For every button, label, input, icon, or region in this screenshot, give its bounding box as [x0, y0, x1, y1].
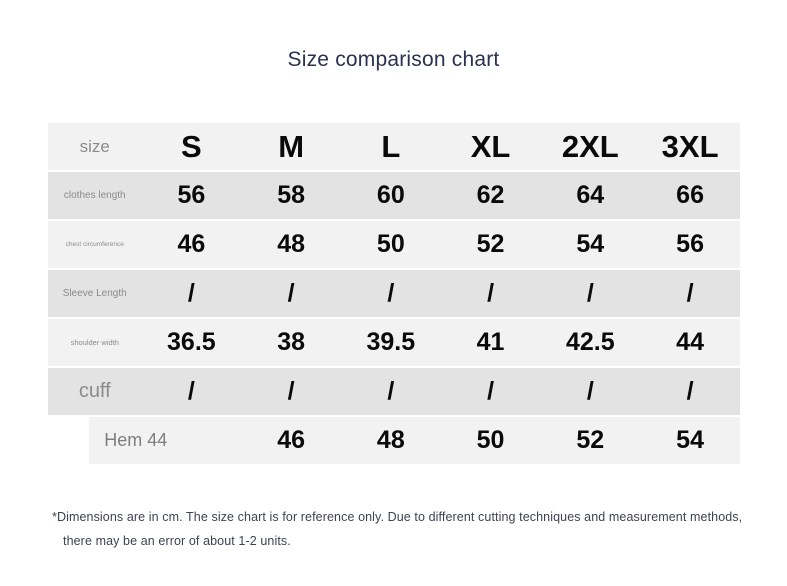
- row-label-clothes-length: clothes length: [63, 190, 126, 201]
- cell-value: 48: [376, 426, 405, 454]
- cell-value: 64: [576, 181, 605, 209]
- cell-value: 42.5: [565, 328, 615, 356]
- cell-value: /: [287, 279, 295, 307]
- table-row-chest-circumference: chest circumference 46 48 50 52 54 56: [48, 221, 740, 268]
- table-row-clothes-length: clothes length 56 58 60 62 64 66: [48, 172, 740, 219]
- cell-value: 41: [476, 328, 505, 356]
- cell-value: 48: [277, 230, 305, 258]
- footnote-line-1: *Dimensions are in cm. The size chart is…: [52, 510, 743, 524]
- cell-value: 38: [277, 328, 305, 356]
- column-header-l: L: [381, 128, 401, 164]
- cell-value: /: [586, 377, 594, 405]
- cell-value: 58: [277, 181, 305, 209]
- cell-value: /: [287, 377, 295, 405]
- cell-value: 39.5: [366, 328, 416, 356]
- row-label-shoulder-width: shoulder width: [70, 338, 119, 347]
- size-table: size S M L XL 2XL 3XL clothes length 56 …: [48, 121, 740, 466]
- cell-value: /: [686, 377, 694, 405]
- column-header-m: M: [278, 128, 305, 164]
- cell-value: /: [487, 279, 495, 307]
- cell-value: 52: [476, 230, 505, 258]
- cell-value: 46: [177, 230, 206, 258]
- row-label-sleeve-length: Sleeve Length: [62, 288, 127, 299]
- row-label-cuff: cuff: [78, 380, 111, 402]
- cell-value: 60: [376, 181, 405, 209]
- column-header-2xl: 2XL: [561, 128, 619, 164]
- page-title: Size comparison chart: [287, 48, 500, 71]
- table-row-cuff: cuff / / / / / /: [48, 368, 740, 415]
- cell-value: 36.5: [167, 328, 216, 356]
- size-header-label: size: [79, 136, 110, 156]
- row-label-chest-circumference: chest circumference: [65, 241, 124, 248]
- footnote-line-2: there may be an error of about 1-2 units…: [63, 534, 291, 548]
- table-row-hem: Hem 44 46 48 50 52 54: [48, 417, 740, 464]
- cell-value: 56: [676, 230, 704, 258]
- cell-value: 56: [177, 181, 206, 209]
- column-header-xl: XL: [470, 128, 511, 164]
- cell-value: 52: [576, 426, 605, 454]
- cell-value: 46: [277, 426, 305, 454]
- cell-value: 50: [376, 230, 405, 258]
- cell-value: 54: [676, 426, 704, 454]
- column-header-s: S: [181, 128, 202, 164]
- cell-value: 66: [676, 181, 704, 209]
- cell-value: /: [586, 279, 594, 307]
- column-header-3xl: 3XL: [661, 128, 719, 164]
- cell-value: 50: [476, 426, 505, 454]
- table-row-shoulder-width: shoulder width 36.5 38 39.5 41 42.5 44: [48, 319, 740, 366]
- cell-value: /: [387, 377, 395, 405]
- row-label-hem: Hem 44: [104, 430, 168, 450]
- table-header-row: size S M L XL 2XL 3XL: [48, 123, 740, 170]
- cell-value: 44: [676, 328, 704, 356]
- table-row-sleeve-length: Sleeve Length / / / / / /: [48, 270, 740, 317]
- cell-value: /: [487, 377, 495, 405]
- cell-value: /: [187, 377, 195, 405]
- cell-value: /: [187, 279, 195, 307]
- cell-value: 62: [476, 181, 505, 209]
- cell-value: /: [387, 279, 395, 307]
- cell-value: 54: [576, 230, 605, 258]
- cell-value: /: [686, 279, 694, 307]
